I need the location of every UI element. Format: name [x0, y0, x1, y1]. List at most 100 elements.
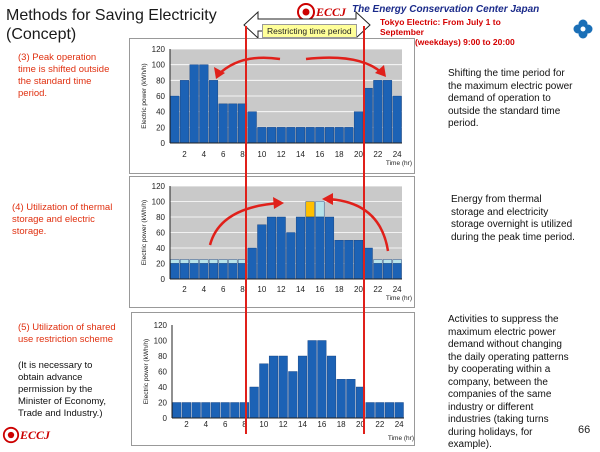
data-bar	[230, 402, 240, 419]
y-tick-label: 60	[156, 92, 165, 101]
x-tick-label: 24	[393, 150, 402, 159]
x-tick-label: 10	[259, 420, 268, 429]
y-tick-label: 40	[156, 244, 165, 253]
y-tick-label: 80	[156, 76, 165, 85]
data-bar	[384, 402, 395, 419]
storage-arrow-right-head	[322, 193, 333, 205]
x-tick-label: 22	[373, 285, 382, 294]
data-bar	[382, 263, 393, 280]
data-bar	[247, 111, 257, 144]
data-bar	[326, 355, 337, 419]
x-tick-label: 10	[257, 285, 266, 294]
shift-arrow-left-head	[214, 67, 225, 79]
storage-bar	[228, 259, 238, 264]
data-bar	[257, 127, 267, 144]
y-tick-label: 100	[152, 198, 166, 207]
storage-arrow-right	[325, 197, 390, 252]
tepco-line-2: 22, 2011 (weekdays) 9:00 to 20:00	[380, 37, 515, 47]
data-bar	[346, 379, 356, 419]
y-tick-label: 80	[158, 352, 167, 361]
x-tick-label: 20	[354, 150, 363, 159]
data-bar	[363, 87, 373, 144]
y-tick-label: 120	[152, 45, 166, 54]
restriction-start-line	[245, 26, 247, 434]
storage-bar	[208, 259, 219, 264]
chart-frame-1: 0 20 40 60 80 100 120 2 4 6 8 10 12 14 16 18 20 22 24 Time …	[129, 38, 415, 174]
restricting-time-label: Restricting time period	[262, 24, 357, 38]
y-axis-label: Electric power (kWh/h)	[141, 200, 148, 265]
storage-arrow-left-head	[273, 197, 284, 209]
chart-frame-2: 0 20 40 60 80 100 120 2 4 6 8 10 12 14 16 18 20 22 24 Time …	[129, 176, 415, 308]
x-tick-label: 14	[296, 285, 305, 294]
y-tick-label: 60	[156, 229, 165, 238]
data-bar	[172, 402, 182, 419]
section-4-label: (4) Utilization of thermal storage and e…	[12, 202, 113, 237]
x-tick-label: 16	[317, 420, 326, 429]
tepco-restriction-note: Tokyo Electric: From July 1 to September…	[380, 17, 530, 47]
storage-bar	[373, 259, 383, 264]
data-bar	[278, 355, 288, 419]
data-bar	[189, 64, 199, 144]
y-tick-label: 120	[152, 182, 166, 191]
data-bar	[276, 127, 286, 144]
x-tick-label: 14	[298, 420, 307, 429]
data-bar	[276, 216, 286, 280]
data-bar	[266, 216, 277, 280]
x-tick-label: 16	[315, 285, 324, 294]
data-bar	[208, 80, 219, 144]
y-tick-label: 0	[163, 414, 168, 423]
data-bar	[315, 127, 325, 144]
y-axis-label: Electric power (kWh/h)	[141, 63, 148, 128]
data-bar	[228, 263, 238, 280]
eccj-logo-bottom-text: ECCJ	[20, 428, 51, 442]
y-tick-label: 100	[154, 337, 168, 346]
x-tick-label: 14	[296, 150, 305, 159]
storage-bar	[382, 259, 393, 264]
x-tick-label: 20	[356, 420, 365, 429]
y-tick-label: 40	[156, 108, 165, 117]
x-tick-label: 6	[221, 150, 226, 159]
data-bar	[334, 240, 344, 280]
data-bar	[170, 263, 180, 280]
data-bar	[344, 240, 354, 280]
section-5-description: Activities to suppress the maximum elect…	[448, 314, 569, 450]
shift-arrow-right-head	[375, 65, 386, 77]
storage-bar	[315, 201, 325, 218]
x-tick-label: 8	[240, 285, 245, 294]
data-bar	[257, 224, 267, 280]
x-tick-label: 22	[375, 420, 384, 429]
x-tick-label: 18	[335, 150, 344, 159]
data-bar	[210, 402, 221, 419]
peak-shaved-bar	[305, 201, 315, 218]
data-bar	[220, 402, 230, 419]
y-tick-label: 100	[152, 61, 166, 70]
y-axis-label: Electric power (kWh/h)	[143, 339, 150, 404]
x-tick-label: 4	[204, 420, 209, 429]
data-bar	[208, 263, 219, 280]
x-tick-label: 10	[257, 150, 266, 159]
storage-bar	[199, 259, 209, 264]
section-3-description: Shifting the time period for the maximum…	[448, 68, 573, 129]
data-bar	[228, 103, 238, 144]
clover-icon	[573, 19, 593, 39]
x-tick-label: 20	[354, 285, 363, 294]
data-bar	[286, 127, 296, 144]
data-bar	[286, 232, 296, 280]
data-bar	[365, 402, 375, 419]
data-bar	[295, 216, 306, 280]
x-tick-label: 12	[277, 150, 286, 159]
x-axis-label: Time (hr)	[386, 295, 412, 302]
data-bar	[179, 80, 190, 144]
y-tick-label: 120	[154, 321, 168, 330]
data-bar	[353, 240, 364, 280]
x-tick-label: 12	[279, 420, 288, 429]
data-bar	[268, 355, 279, 419]
data-bar	[324, 127, 335, 144]
data-bar	[375, 402, 385, 419]
x-tick-label: 18	[335, 285, 344, 294]
data-bar	[247, 247, 257, 280]
storage-bar	[179, 259, 190, 264]
storage-bar	[189, 259, 199, 264]
data-bar	[336, 379, 346, 419]
